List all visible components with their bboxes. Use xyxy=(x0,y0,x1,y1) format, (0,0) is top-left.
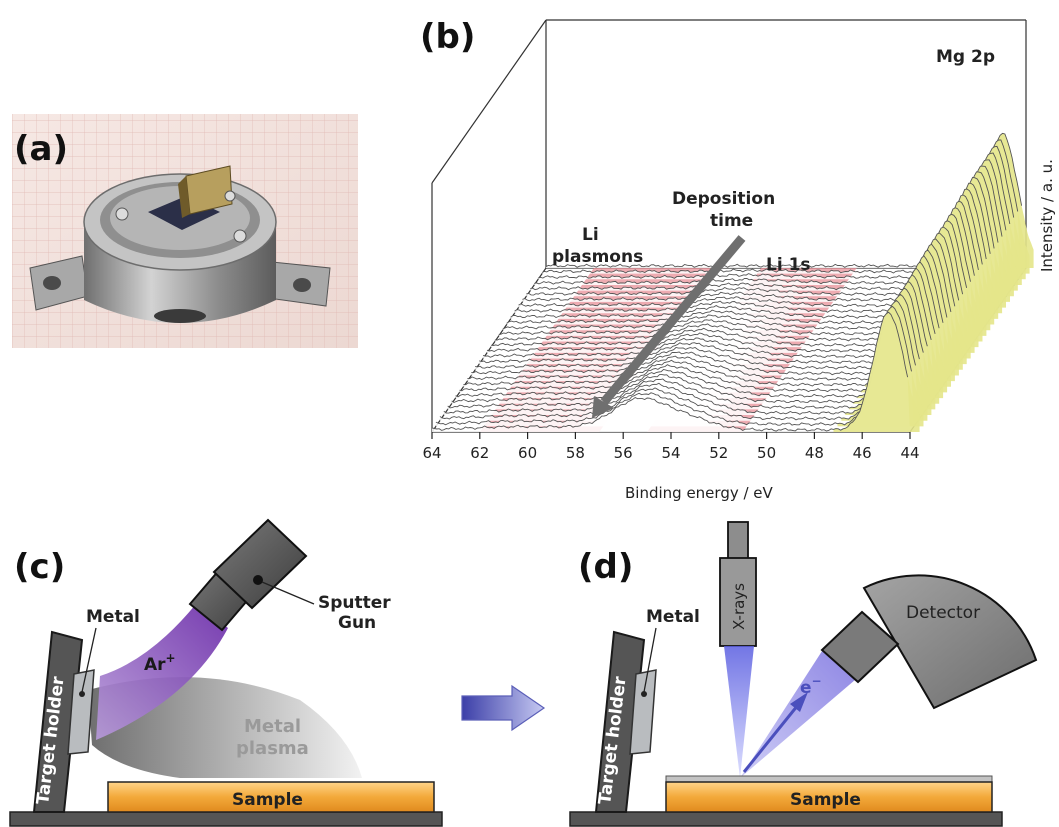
panel-label-c: (c) xyxy=(14,547,65,587)
spectrum-trace-5 xyxy=(451,280,928,404)
x-tick-label-1: 62 xyxy=(470,444,489,462)
annotation-li-plasmons-line2: plasmons xyxy=(552,247,643,267)
spectrum-trace-0 xyxy=(431,311,909,432)
x-tick-label-6: 52 xyxy=(709,444,728,462)
sample-d xyxy=(665,781,993,813)
annotation-deposition-line1: Deposition xyxy=(672,189,775,209)
spectrum-trace-9 xyxy=(467,255,944,381)
annotation-mg-2p: Mg 2p xyxy=(936,47,995,67)
sputter-gun-label-line1: Sputter xyxy=(318,593,391,613)
xray-beam xyxy=(724,646,754,778)
x-axis-title: Binding energy / eV xyxy=(625,484,774,502)
base-plate xyxy=(9,811,443,827)
electron-arrow xyxy=(742,699,804,773)
sputter-gun xyxy=(188,518,308,632)
detector-label: Detector xyxy=(906,603,980,623)
panel-c: (c) Target holder Sample Metal Sputter G… xyxy=(9,518,443,827)
metal-plasma-label-line1: Metal xyxy=(244,716,301,737)
sample-label-c: Sample xyxy=(232,790,303,810)
panel-label-a: (a) xyxy=(14,129,68,169)
spectrum-trace-10 xyxy=(471,249,948,376)
waterfall-traces xyxy=(431,132,1034,432)
x-tick-label-5: 54 xyxy=(661,444,680,462)
xray-source: X-rays xyxy=(719,521,757,647)
spectrum-trace-4 xyxy=(447,287,924,409)
electron-label: e− xyxy=(800,674,822,698)
panel-a: (a) xyxy=(12,114,358,348)
annotation-li-plasmons-line1: Li xyxy=(582,225,599,245)
metal-label-c: Metal xyxy=(86,607,140,627)
electron-beam xyxy=(740,648,862,778)
spectrum-trace-2 xyxy=(439,299,916,421)
spectrum-trace-1 xyxy=(435,305,912,427)
metal-leader-d xyxy=(643,627,657,693)
spectrum-trace-7 xyxy=(459,267,936,393)
metal-layer xyxy=(665,775,993,783)
y-axis-title: Intensity / a. u. xyxy=(1038,159,1056,272)
spectrum-trace-3 xyxy=(443,293,920,415)
sample-label-d: Sample xyxy=(790,790,861,810)
metal-target-d xyxy=(629,669,657,755)
electron-arrow-head xyxy=(790,692,808,712)
spectrum-trace-6 xyxy=(455,274,932,398)
target-holder-c: Target holder xyxy=(32,630,84,813)
panel-d: (d) Target holder Metal X-rays e− Detect… xyxy=(569,521,1038,827)
x-tick-label-9: 46 xyxy=(853,444,872,462)
x-tick-label-7: 50 xyxy=(757,444,776,462)
spectrum-trace-8 xyxy=(463,261,940,387)
annotation-li-1s: Li 1s xyxy=(766,255,811,275)
base-plate-d xyxy=(569,811,1003,827)
metal-leader-dot-c xyxy=(79,691,85,697)
sample-holder-photo xyxy=(12,114,358,348)
metal-target-c xyxy=(67,669,95,755)
deposition-time-arrow xyxy=(592,235,746,418)
panel-label-b: (b) xyxy=(420,17,475,57)
annotation-deposition-line2: time xyxy=(710,211,753,231)
x-tick-label-2: 60 xyxy=(518,444,537,462)
metal-leader-dot-d xyxy=(641,691,647,697)
x-tick-label-4: 56 xyxy=(614,444,633,462)
ar-ion-label: Ar+ xyxy=(144,651,176,675)
x-tick-label-3: 58 xyxy=(566,444,585,462)
x-axis-ticks: 64 62 60 58 56 54 52 50 48 46 44 xyxy=(422,432,920,462)
x-tick-label-10: 44 xyxy=(900,444,919,462)
metal-plasma-label-line2: plasma xyxy=(236,738,309,759)
panel-label-d: (d) xyxy=(578,547,633,587)
detector: Detector xyxy=(820,574,1038,710)
sputter-gun-label-line2: Gun xyxy=(338,613,376,633)
x-tick-label-0: 64 xyxy=(422,444,441,462)
x-tick-label-8: 48 xyxy=(805,444,824,462)
panel-b: (b) 64 62 60 58 56 54 52 50 48 46 44 Binding energ… xyxy=(420,17,1056,502)
mg-peak-fill-0 xyxy=(833,312,920,432)
transition-arrow xyxy=(461,684,546,732)
sample-c xyxy=(107,781,435,813)
sputter-gun-leader xyxy=(261,581,315,605)
metal-leader-c xyxy=(81,627,97,693)
xrays-label: X-rays xyxy=(730,583,748,630)
ar-ion-beam xyxy=(96,604,228,740)
metal-label-d: Metal xyxy=(646,607,700,627)
